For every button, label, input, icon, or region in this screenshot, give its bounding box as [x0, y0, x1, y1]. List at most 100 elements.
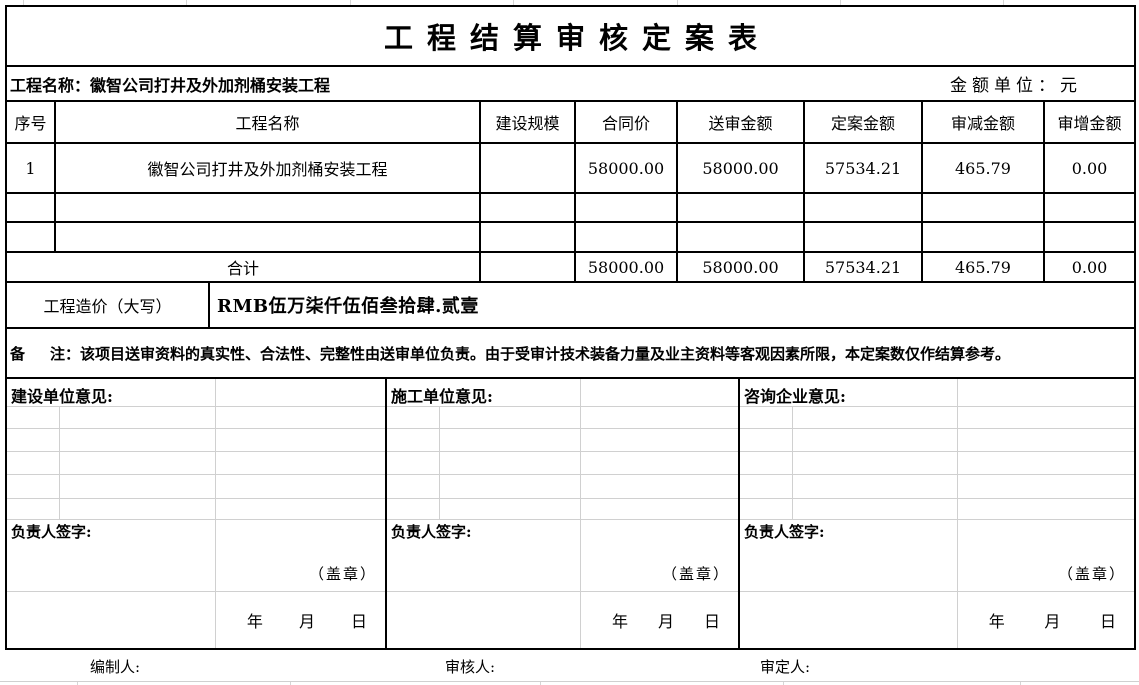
gridline — [792, 406, 793, 519]
cell-contract — [574, 221, 678, 253]
seal-label: （盖章） — [661, 565, 730, 583]
gridline — [186, 0, 187, 5]
cell-reduced — [921, 192, 1045, 223]
date-day: 日 — [350, 611, 367, 631]
gridline — [350, 0, 351, 5]
cell-increased — [1043, 192, 1134, 223]
header-increased: 审增金额 — [1043, 102, 1134, 144]
cell-seq — [7, 192, 56, 223]
total-increased: 0.00 — [1043, 251, 1134, 283]
gridline — [439, 406, 440, 519]
cell-project — [54, 221, 481, 253]
date-line: 年 月 日 — [215, 591, 385, 648]
amount-unit-label: 金额单位：元 — [950, 76, 1082, 96]
sign-label: 负责人签字: — [391, 523, 472, 541]
cell-final — [803, 192, 923, 223]
gridline — [580, 379, 582, 648]
table-row-empty — [7, 221, 1134, 253]
gridline — [7, 591, 1134, 592]
cell-scale — [479, 192, 576, 223]
title-row: 工程结算审核定案表 — [7, 7, 1134, 67]
gridline — [23, 0, 24, 5]
date-year: 年 — [246, 611, 263, 631]
gridline — [1003, 0, 1004, 5]
form-frame: 工程结算审核定案表 工程名称： 徽智公司打井及外加剂桶安装工程 金额单位：元 序… — [5, 5, 1136, 650]
date-line: 年 月 日 — [957, 591, 1134, 648]
total-label: 合计 — [7, 251, 481, 283]
gridline — [7, 474, 1134, 475]
gridline — [783, 682, 784, 685]
gridline — [840, 0, 841, 5]
amount-words-row: 工程造价（大写） RMB伍万柒仟伍佰叁拾肆.贰壹 — [7, 283, 1134, 329]
date-day: 日 — [1099, 611, 1116, 631]
gridline — [677, 0, 678, 5]
cell-contract: 58000.00 — [574, 142, 678, 194]
cell-project: 徽智公司打井及外加剂桶安装工程 — [54, 142, 481, 194]
gridline — [7, 428, 1134, 429]
gridline — [7, 406, 1134, 407]
table-row-empty — [7, 192, 1134, 223]
page-title: 工程结算审核定案表 — [383, 21, 771, 55]
project-name-value: 徽智公司打井及外加剂桶安装工程 — [90, 75, 331, 95]
gridline — [513, 0, 514, 5]
sign-label: 负责人签字: — [11, 523, 92, 541]
opinion-title: 咨询企业意见: — [744, 387, 846, 406]
preparer-label: 编制人: — [90, 658, 141, 676]
date-month: 月 — [1044, 611, 1061, 631]
gridline — [1020, 682, 1021, 685]
date-month: 月 — [658, 611, 675, 631]
gridline — [7, 519, 1134, 520]
gridline — [0, 681, 1139, 682]
cell-submitted — [676, 221, 805, 253]
total-final: 57534.21 — [803, 251, 923, 283]
total-scale — [479, 251, 576, 283]
cell-seq — [7, 221, 56, 253]
amount-words-label: 工程造价（大写） — [7, 283, 210, 327]
total-reduced: 465.79 — [921, 251, 1045, 283]
date-year: 年 — [612, 611, 629, 631]
gridline — [540, 682, 541, 685]
table-total-row: 合计 58000.00 58000.00 57534.21 465.79 0.0… — [7, 251, 1134, 283]
project-row: 工程名称： 徽智公司打井及外加剂桶安装工程 金额单位：元 — [7, 67, 1134, 102]
note-text: 该项目送审资料的真实性、合法性、完整性由送审单位负责。由于受审计技术装备力量及业… — [80, 344, 1011, 363]
approver-label: 审定人: — [760, 658, 811, 676]
gridline — [214, 379, 216, 648]
header-project: 工程名称 — [54, 102, 481, 144]
cell-increased — [1043, 221, 1134, 253]
table-row: 1 徽智公司打井及外加剂桶安装工程 58000.00 58000.00 5753… — [7, 142, 1134, 194]
gridline — [77, 682, 78, 685]
date-month: 月 — [298, 611, 315, 631]
cell-final: 57534.21 — [803, 142, 923, 194]
opinions-row: 建设单位意见: 负责人签字: （盖章） 年 月 日 施工单位意见: 负责人签字:… — [7, 379, 1134, 648]
reviewer-label: 审核人: — [445, 658, 496, 676]
gridline — [7, 498, 1134, 499]
header-submitted: 送审金额 — [676, 102, 805, 144]
opinion-title: 建设单位意见: — [11, 387, 113, 406]
seal-label: （盖章） — [308, 565, 377, 583]
total-submitted: 58000.00 — [676, 251, 805, 283]
seal-label: （盖章） — [1057, 565, 1126, 583]
gridline — [7, 451, 1134, 452]
note-row: 备 注： 该项目送审资料的真实性、合法性、完整性由送审单位负责。由于受审计技术装… — [7, 329, 1134, 379]
cell-scale — [479, 221, 576, 253]
header-scale: 建设规模 — [479, 102, 576, 144]
cell-seq: 1 — [7, 142, 56, 194]
date-day: 日 — [703, 611, 720, 631]
cell-project — [54, 192, 481, 223]
cell-increased: 0.00 — [1043, 142, 1134, 194]
table-header-row: 序号 工程名称 建设规模 合同价 送审金额 定案金额 审减金额 审增金额 — [7, 102, 1134, 144]
note-label-bei: 备 — [10, 344, 26, 363]
sign-label: 负责人签字: — [744, 523, 825, 541]
header-contract: 合同价 — [574, 102, 678, 144]
gridline — [59, 406, 60, 519]
opinion-title: 施工单位意见: — [391, 387, 493, 406]
project-name-label: 工程名称： — [10, 75, 91, 95]
settlement-table: 序号 工程名称 建设规模 合同价 送审金额 定案金额 审减金额 审增金额 1 徽… — [7, 102, 1134, 283]
opinion-section-owner: 建设单位意见: 负责人签字: （盖章） 年 月 日 — [7, 379, 387, 648]
footer-row: 编制人: 审核人: 审定人: — [5, 650, 1136, 681]
total-contract: 58000.00 — [574, 251, 678, 283]
amount-words-value: RMB伍万柒仟伍佰叁拾肆.贰壹 — [217, 296, 479, 317]
header-reduced: 审减金额 — [921, 102, 1045, 144]
note-label-zhu: 注： — [50, 344, 81, 363]
